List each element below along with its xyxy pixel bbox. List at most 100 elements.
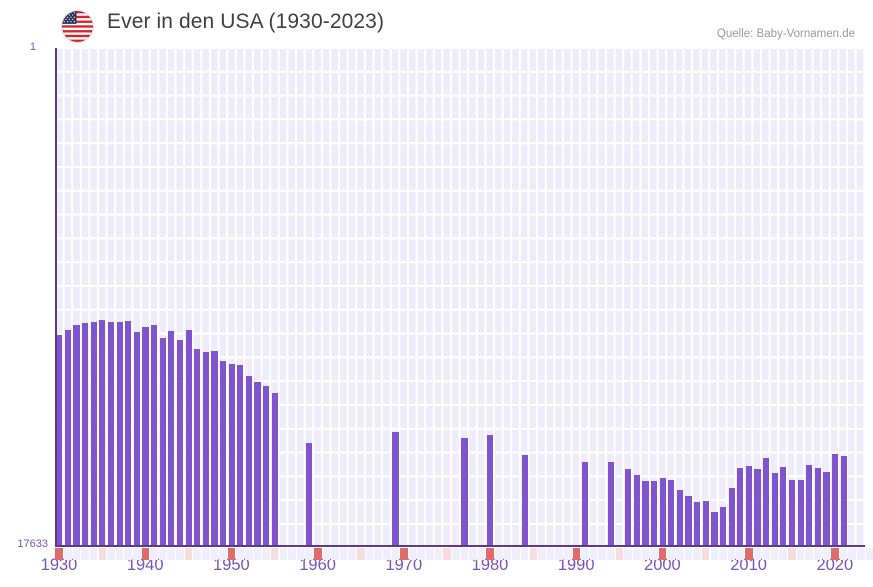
x-tick-mark-1972 — [417, 548, 426, 560]
x-tick-mark-2005 — [701, 548, 710, 560]
x-tick-mark-1943 — [167, 548, 176, 560]
bar-2007 — [719, 506, 727, 545]
x-tick-label-2000: 2000 — [644, 556, 681, 574]
x-tick-mark-1979 — [477, 548, 486, 560]
x-tick-mark-2007 — [719, 548, 727, 560]
x-tick-mark-1974 — [434, 548, 443, 560]
x-tick-mark-1930 — [55, 548, 63, 560]
bar-1946 — [194, 348, 201, 545]
us-flag-icon — [62, 11, 93, 42]
bar-1931 — [64, 329, 71, 545]
x-tick-mark-1998 — [641, 548, 650, 560]
x-tick-mark-1992 — [589, 548, 598, 560]
bar-2017 — [806, 464, 813, 545]
x-tick-mark-2011 — [753, 548, 762, 560]
bar-1944 — [176, 340, 184, 545]
bar-1939 — [133, 331, 140, 545]
x-tick-mark-2013 — [770, 548, 779, 560]
x-tick-mark-1933 — [81, 548, 89, 560]
y-axis-bottom-tick-label: 17633 — [17, 538, 48, 550]
x-tick-mark-1988 — [555, 548, 563, 560]
x-tick-mark-1993 — [598, 548, 607, 560]
bar-1948 — [211, 350, 218, 545]
x-tick-mark-1989 — [563, 548, 572, 560]
x-tick-mark-1959 — [305, 548, 313, 560]
bar-1943 — [168, 331, 175, 545]
x-tick-mark-2006 — [710, 548, 719, 560]
x-tick-mark-1970 — [400, 548, 408, 560]
x-tick-mark-1966 — [365, 548, 374, 560]
x-tick-mark-1973 — [426, 548, 434, 560]
bar-2005 — [702, 500, 709, 545]
x-tick-mark-1967 — [374, 548, 382, 560]
x-tick-mark-1937 — [115, 548, 124, 560]
x-tick-mark-1948 — [210, 548, 219, 560]
x-tick-mark-2008 — [727, 548, 736, 560]
x-tick-mark-1941 — [150, 548, 158, 560]
x-tick-mark-1942 — [158, 548, 167, 560]
x-tick-label-2020: 2020 — [816, 556, 854, 574]
x-tick-mark-1934 — [89, 548, 98, 560]
x-tick-mark-2020 — [831, 548, 839, 560]
bar-1949 — [219, 361, 227, 545]
x-tick-mark-2000 — [658, 548, 667, 560]
x-tick-mark-1978 — [469, 548, 477, 560]
bar-series — [55, 48, 865, 545]
x-tick-label-1990: 1990 — [557, 556, 595, 574]
bar-1952 — [245, 375, 253, 545]
x-tick-label-1960: 1960 — [299, 556, 336, 574]
bar-1940 — [142, 326, 149, 545]
x-tick-mark-1952 — [245, 548, 253, 560]
x-tick-mark-1949 — [219, 548, 227, 560]
x-tick-mark-1987 — [546, 548, 555, 560]
x-tick-mark-1964 — [348, 548, 357, 560]
bar-1998 — [642, 480, 649, 545]
chart-header: Ever in den USA (1930-2023) Quelle: Baby… — [0, 0, 873, 44]
bar-1935 — [99, 319, 106, 545]
x-tick-mark-2022 — [848, 548, 857, 560]
x-tick-mark-2002 — [676, 548, 684, 560]
x-tick-mark-1931 — [64, 548, 72, 560]
x-tick-mark-1935 — [98, 548, 107, 560]
bar-2010 — [745, 465, 752, 545]
bar-2019 — [823, 471, 830, 545]
bar-1997 — [633, 474, 640, 545]
bar-2002 — [676, 490, 684, 545]
bar-1955 — [271, 392, 278, 545]
bar-2020 — [832, 454, 839, 545]
x-tick-mark-2019 — [822, 548, 831, 560]
bar-1984 — [521, 455, 528, 545]
x-tick-mark-1955 — [270, 548, 279, 560]
bar-1947 — [202, 352, 209, 545]
x-tick-label-2010: 2010 — [730, 556, 767, 574]
x-tick-mark-1960 — [314, 548, 322, 560]
bar-1994 — [607, 462, 615, 545]
x-tick-mark-1936 — [107, 548, 115, 560]
bar-1934 — [90, 321, 97, 545]
x-tick-mark-1980 — [486, 548, 494, 560]
bar-1969 — [392, 432, 399, 545]
bar-2008 — [728, 488, 735, 545]
x-tick-mark-2014 — [779, 548, 788, 560]
x-tick-mark-1976 — [451, 548, 460, 560]
x-tick-mark-1965 — [357, 548, 365, 560]
x-tick-mark-1963 — [339, 548, 348, 560]
x-tick-mark-1996 — [624, 548, 632, 560]
bar-2003 — [685, 496, 692, 545]
x-tick-mark-2001 — [667, 548, 675, 560]
x-axis-line — [55, 545, 865, 547]
bar-2012 — [763, 457, 770, 545]
bar-2004 — [694, 501, 701, 545]
x-tick-mark-2012 — [762, 548, 770, 560]
x-tick-mark-1990 — [572, 548, 581, 560]
page-title: Ever in den USA (1930-2023) — [107, 10, 385, 33]
x-tick-mark-1938 — [124, 548, 132, 560]
x-tick-mark-2021 — [839, 548, 848, 560]
x-tick-mark-1985 — [529, 548, 538, 560]
bar-1950 — [228, 363, 235, 545]
chart-plot-area — [55, 48, 865, 545]
source-attribution: Quelle: Baby-Vornamen.de — [716, 28, 855, 40]
x-tick-mark-2016 — [796, 548, 805, 560]
x-tick-mark-1975 — [443, 548, 451, 560]
x-tick-mark-1957 — [288, 548, 296, 560]
